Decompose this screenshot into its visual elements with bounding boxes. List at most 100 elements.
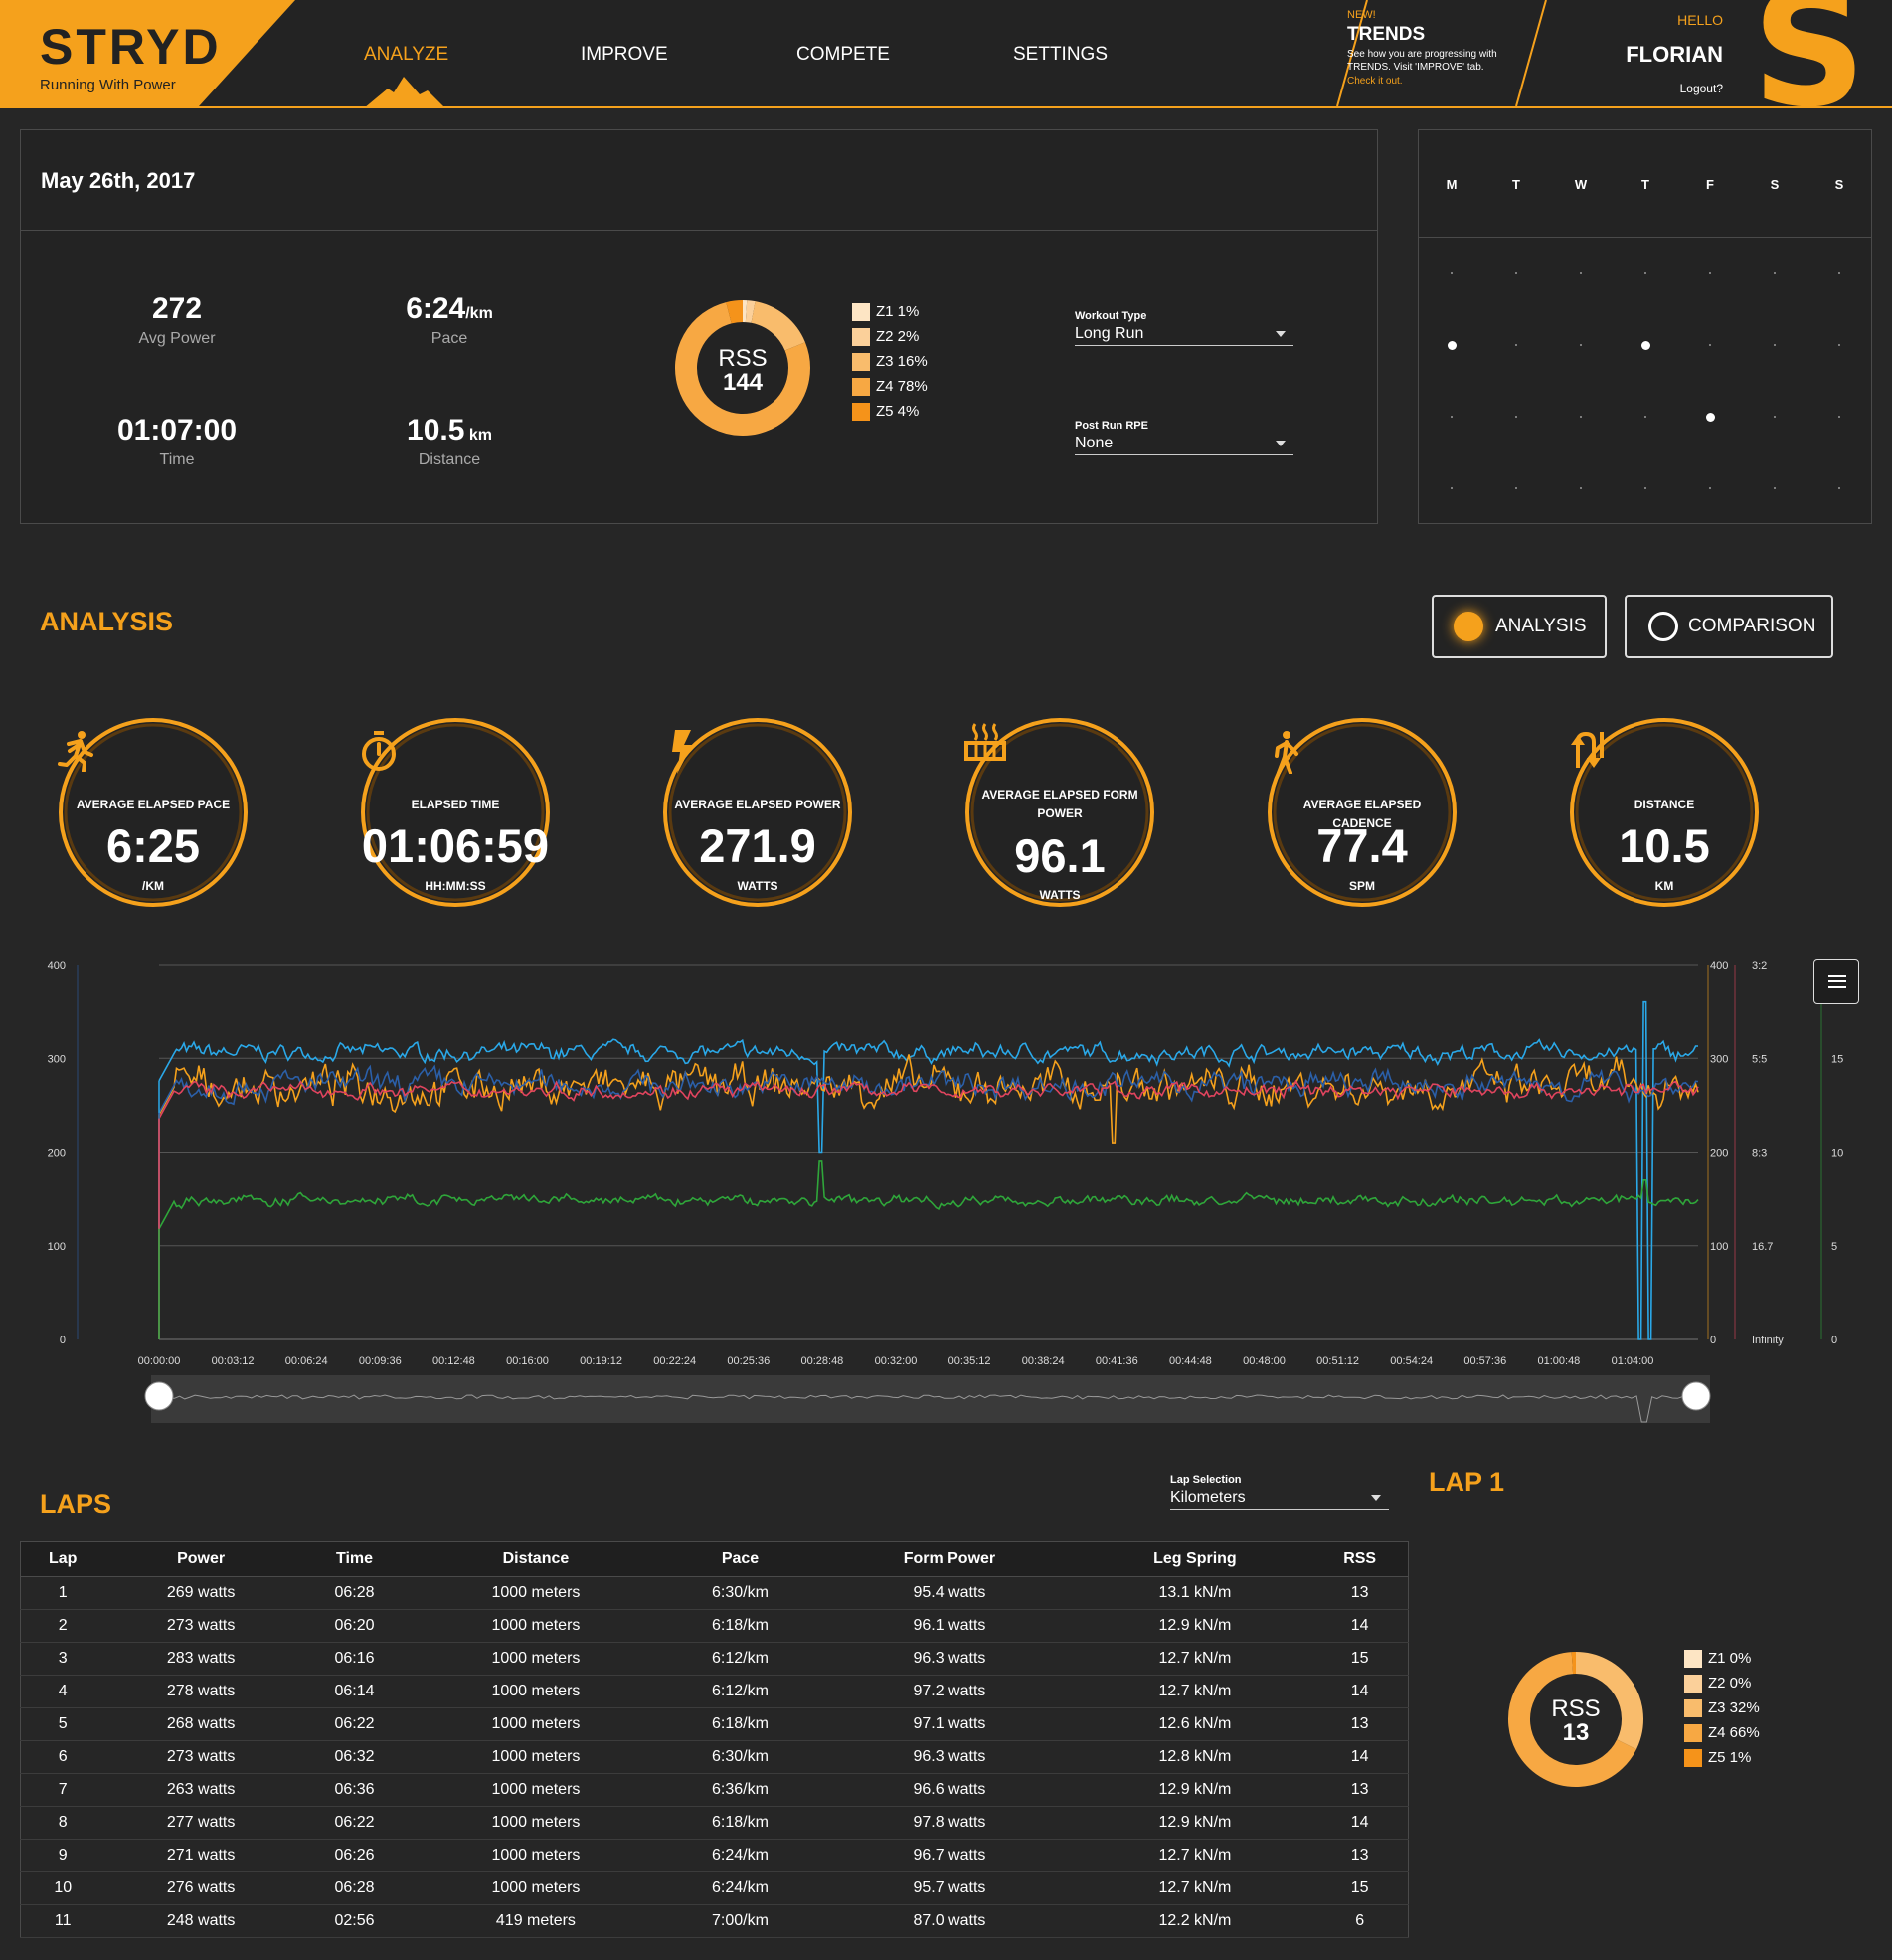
calendar-day: S bbox=[1770, 177, 1780, 192]
nav-settings[interactable]: SETTINGS bbox=[1013, 44, 1109, 65]
column-header[interactable]: Lap bbox=[20, 1541, 105, 1577]
table-cell: 96.3 watts bbox=[820, 1740, 1079, 1774]
rss-center: RSS 144 bbox=[672, 347, 813, 395]
lap-selection-group: Lap Selection Kilometers bbox=[1170, 1474, 1389, 1510]
lap-zone-legend: Z1 0% Z2 0% Z3 32% Z4 66% Z5 1% bbox=[1684, 1646, 1760, 1770]
chevron-down-icon bbox=[1371, 1495, 1381, 1501]
logo-text: STRYD bbox=[40, 19, 222, 75]
range-handle-start[interactable] bbox=[144, 1381, 174, 1411]
nav-improve[interactable]: IMPROVE bbox=[581, 44, 668, 65]
column-header[interactable]: RSS bbox=[1311, 1541, 1409, 1577]
x-tick-label: 01:00:48 bbox=[1537, 1355, 1580, 1367]
donut-slice-z4 bbox=[1508, 1652, 1636, 1787]
table-cell: 7 bbox=[20, 1773, 105, 1807]
range-handle-end[interactable] bbox=[1681, 1381, 1711, 1411]
table-row[interactable]: 8 277 watts 06:22 1000 meters 6:18/km 97.8 wa… bbox=[20, 1806, 1409, 1840]
metric-unit: KM bbox=[1654, 879, 1674, 893]
table-cell: 268 watts bbox=[104, 1707, 297, 1741]
x-tick-label: 00:00:00 bbox=[138, 1355, 181, 1367]
calendar-activity-dot[interactable] bbox=[1640, 340, 1650, 350]
range-navigator[interactable] bbox=[151, 1375, 1710, 1423]
table-row[interactable]: 1 269 watts 06:28 1000 meters 6:30/km 95.4 wa… bbox=[20, 1576, 1409, 1610]
pace-unit: /km bbox=[465, 305, 493, 322]
table-cell: 12.7 kN/m bbox=[1078, 1839, 1312, 1872]
stryd-logo[interactable]: STRYD Running With Power bbox=[0, 0, 298, 106]
post-run-rpe-select[interactable]: None bbox=[1075, 435, 1293, 455]
y-tick-label-left: 100 bbox=[48, 1241, 66, 1253]
radio-unselected-icon bbox=[1648, 612, 1678, 641]
column-header[interactable]: Time bbox=[296, 1541, 413, 1577]
column-header[interactable]: Leg Spring bbox=[1078, 1541, 1312, 1577]
metric-ring bbox=[1268, 718, 1457, 907]
metric-value: 10.5 bbox=[1619, 819, 1710, 872]
zone-label: Z5 4% bbox=[876, 403, 920, 420]
table-row[interactable]: 9 271 watts 06:26 1000 meters 6:24/km 96.7 wa… bbox=[20, 1839, 1409, 1872]
zone-swatch bbox=[1684, 1698, 1702, 1717]
trends-promo[interactable]: NEW! TRENDS See how you are progressing … bbox=[1332, 0, 1547, 106]
calendar-empty-dot bbox=[1580, 344, 1582, 346]
trends-link[interactable]: Check it out. bbox=[1347, 76, 1403, 87]
nav-analyze[interactable]: ANALYZE bbox=[364, 44, 449, 65]
table-cell: 15 bbox=[1311, 1871, 1409, 1905]
column-header[interactable]: Power bbox=[104, 1541, 297, 1577]
table-row[interactable]: 6 273 watts 06:32 1000 meters 6:30/km 96.3 wa… bbox=[20, 1740, 1409, 1774]
rss-value: 144 bbox=[722, 369, 764, 396]
avg-power-stat: 272 Avg Power bbox=[78, 292, 276, 348]
radio-selected-icon bbox=[1454, 612, 1483, 641]
table-row[interactable]: 5 268 watts 06:22 1000 meters 6:18/km 97.1 wa… bbox=[20, 1707, 1409, 1741]
analysis-mode-button[interactable]: ANALYSIS bbox=[1432, 595, 1607, 658]
nav-compete[interactable]: COMPETE bbox=[796, 44, 890, 65]
table-cell: 12.6 kN/m bbox=[1078, 1707, 1312, 1741]
zone-label: Z4 78% bbox=[876, 378, 928, 395]
table-cell: 6:24/km bbox=[659, 1839, 821, 1872]
user-name: FLORIAN bbox=[1626, 42, 1723, 67]
zone-swatch bbox=[852, 327, 870, 346]
calendar-empty-dot bbox=[1515, 272, 1517, 274]
column-header[interactable]: Form Power bbox=[820, 1541, 1079, 1577]
table-cell: 6:18/km bbox=[659, 1806, 821, 1840]
comparison-mode-button[interactable]: COMPARISON bbox=[1625, 595, 1833, 658]
table-row[interactable]: 4 278 watts 06:14 1000 meters 6:12/km 97.2 wa… bbox=[20, 1675, 1409, 1708]
lap-selection-select[interactable]: Kilometers bbox=[1170, 1489, 1389, 1510]
table-cell: 13 bbox=[1311, 1707, 1409, 1741]
trends-new-badge: NEW! bbox=[1347, 9, 1376, 21]
table-cell: 277 watts bbox=[104, 1806, 297, 1840]
metric-label: AVERAGE ELAPSED CADENCE bbox=[1302, 798, 1422, 830]
column-header[interactable]: Pace bbox=[659, 1541, 821, 1577]
table-cell: 12.9 kN/m bbox=[1078, 1806, 1312, 1840]
table-row[interactable]: 10 276 watts 06:28 1000 meters 6:24/km 95.7 w… bbox=[20, 1871, 1409, 1905]
run-date: May 26th, 2017 bbox=[41, 168, 196, 193]
calendar-activity-dot[interactable] bbox=[1447, 340, 1457, 350]
workout-type-select[interactable]: Long Run bbox=[1075, 325, 1293, 346]
table-cell: 6:12/km bbox=[659, 1675, 821, 1708]
table-cell: 6:36/km bbox=[659, 1773, 821, 1807]
table-cell: 1000 meters bbox=[412, 1773, 660, 1807]
logout-link[interactable]: Logout? bbox=[1679, 82, 1723, 95]
table-cell: 1000 meters bbox=[412, 1675, 660, 1708]
y-tick-label-power: 300 bbox=[1710, 1053, 1728, 1065]
table-cell: 11 bbox=[20, 1904, 105, 1938]
zone-legend-item: Z4 78% bbox=[852, 374, 928, 399]
table-row[interactable]: 3 283 watts 06:16 1000 meters 6:12/km 96.3 wa… bbox=[20, 1642, 1409, 1676]
table-cell: 06:36 bbox=[296, 1773, 413, 1807]
table-row[interactable]: 2 273 watts 06:20 1000 meters 6:18/km 96.1 wa… bbox=[20, 1609, 1409, 1643]
run-data-chart[interactable]: 400300200100040030020010003:25:58:316.7I… bbox=[0, 945, 1892, 1432]
pace-stat: 6:24/km Pace bbox=[350, 292, 549, 348]
table-row[interactable]: 7 263 watts 06:36 1000 meters 6:36/km 96.6 wa… bbox=[20, 1773, 1409, 1807]
table-cell: 271 watts bbox=[104, 1839, 297, 1872]
y-tick-label-left: 300 bbox=[48, 1053, 66, 1065]
table-cell: 95.7 watts bbox=[820, 1871, 1079, 1905]
post-run-rpe-group: Post Run RPE None bbox=[1075, 420, 1293, 455]
zone-swatch bbox=[1684, 1748, 1702, 1767]
calendar-activity-dot[interactable] bbox=[1705, 412, 1715, 422]
table-cell: 1000 meters bbox=[412, 1839, 660, 1872]
calendar-empty-dot bbox=[1774, 344, 1776, 346]
table-cell: 06:22 bbox=[296, 1707, 413, 1741]
x-tick-label: 00:35:12 bbox=[948, 1355, 991, 1367]
zone-swatch bbox=[1684, 1649, 1702, 1668]
y-tick-label-left: 0 bbox=[60, 1335, 66, 1346]
table-row[interactable]: 11 248 watts 02:56 419 meters 7:00/km 87.0 wa… bbox=[20, 1904, 1409, 1938]
chart-menu-button[interactable] bbox=[1813, 959, 1859, 1004]
pace-label: Pace bbox=[430, 330, 468, 347]
column-header[interactable]: Distance bbox=[412, 1541, 660, 1577]
